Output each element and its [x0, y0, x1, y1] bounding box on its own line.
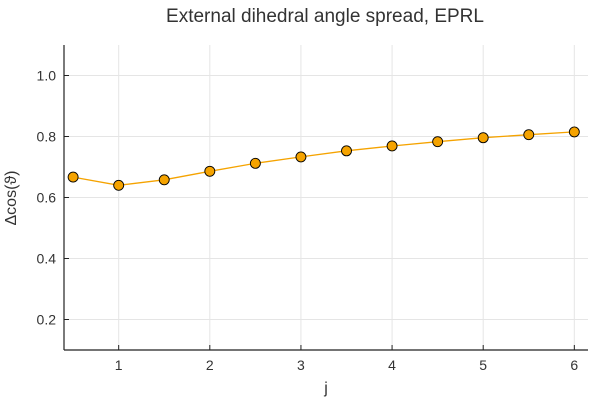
series: [67, 126, 580, 191]
data-point: [67, 171, 79, 183]
series-line: [72, 131, 575, 186]
y-tick-label: 0.4: [37, 251, 57, 267]
data-point: [158, 174, 170, 186]
y-tick-label: 0.8: [37, 129, 57, 145]
x-axis-label: j: [323, 380, 328, 397]
data-point: [204, 165, 216, 177]
data-point: [523, 129, 535, 141]
data-point: [386, 140, 398, 152]
data-point: [432, 136, 444, 148]
ticks: 1 2 3 4 5 6 0.2 0.4 0.6 0.8 1.0: [37, 68, 579, 374]
x-tick-label: 4: [388, 357, 396, 373]
data-point: [295, 151, 307, 163]
grid: [64, 45, 588, 350]
x-tick-label: 1: [115, 357, 123, 373]
chart-title: External dihedral angle spread, EPRL: [166, 6, 484, 27]
data-point: [341, 145, 352, 157]
x-tick-label: 3: [297, 357, 305, 373]
x-tick-label: 2: [206, 357, 214, 373]
data-point: [249, 157, 261, 169]
data-point: [113, 179, 125, 191]
x-tick-label: 6: [570, 357, 578, 373]
y-tick-label: 0.6: [37, 190, 57, 206]
x-tick-label: 5: [479, 357, 487, 373]
y-axis-label: Δcos(ϑ): [3, 171, 20, 226]
y-tick-label: 1.0: [37, 68, 57, 84]
data-point: [477, 132, 489, 144]
data-point: [568, 126, 580, 138]
y-tick-label: 0.2: [37, 312, 57, 328]
